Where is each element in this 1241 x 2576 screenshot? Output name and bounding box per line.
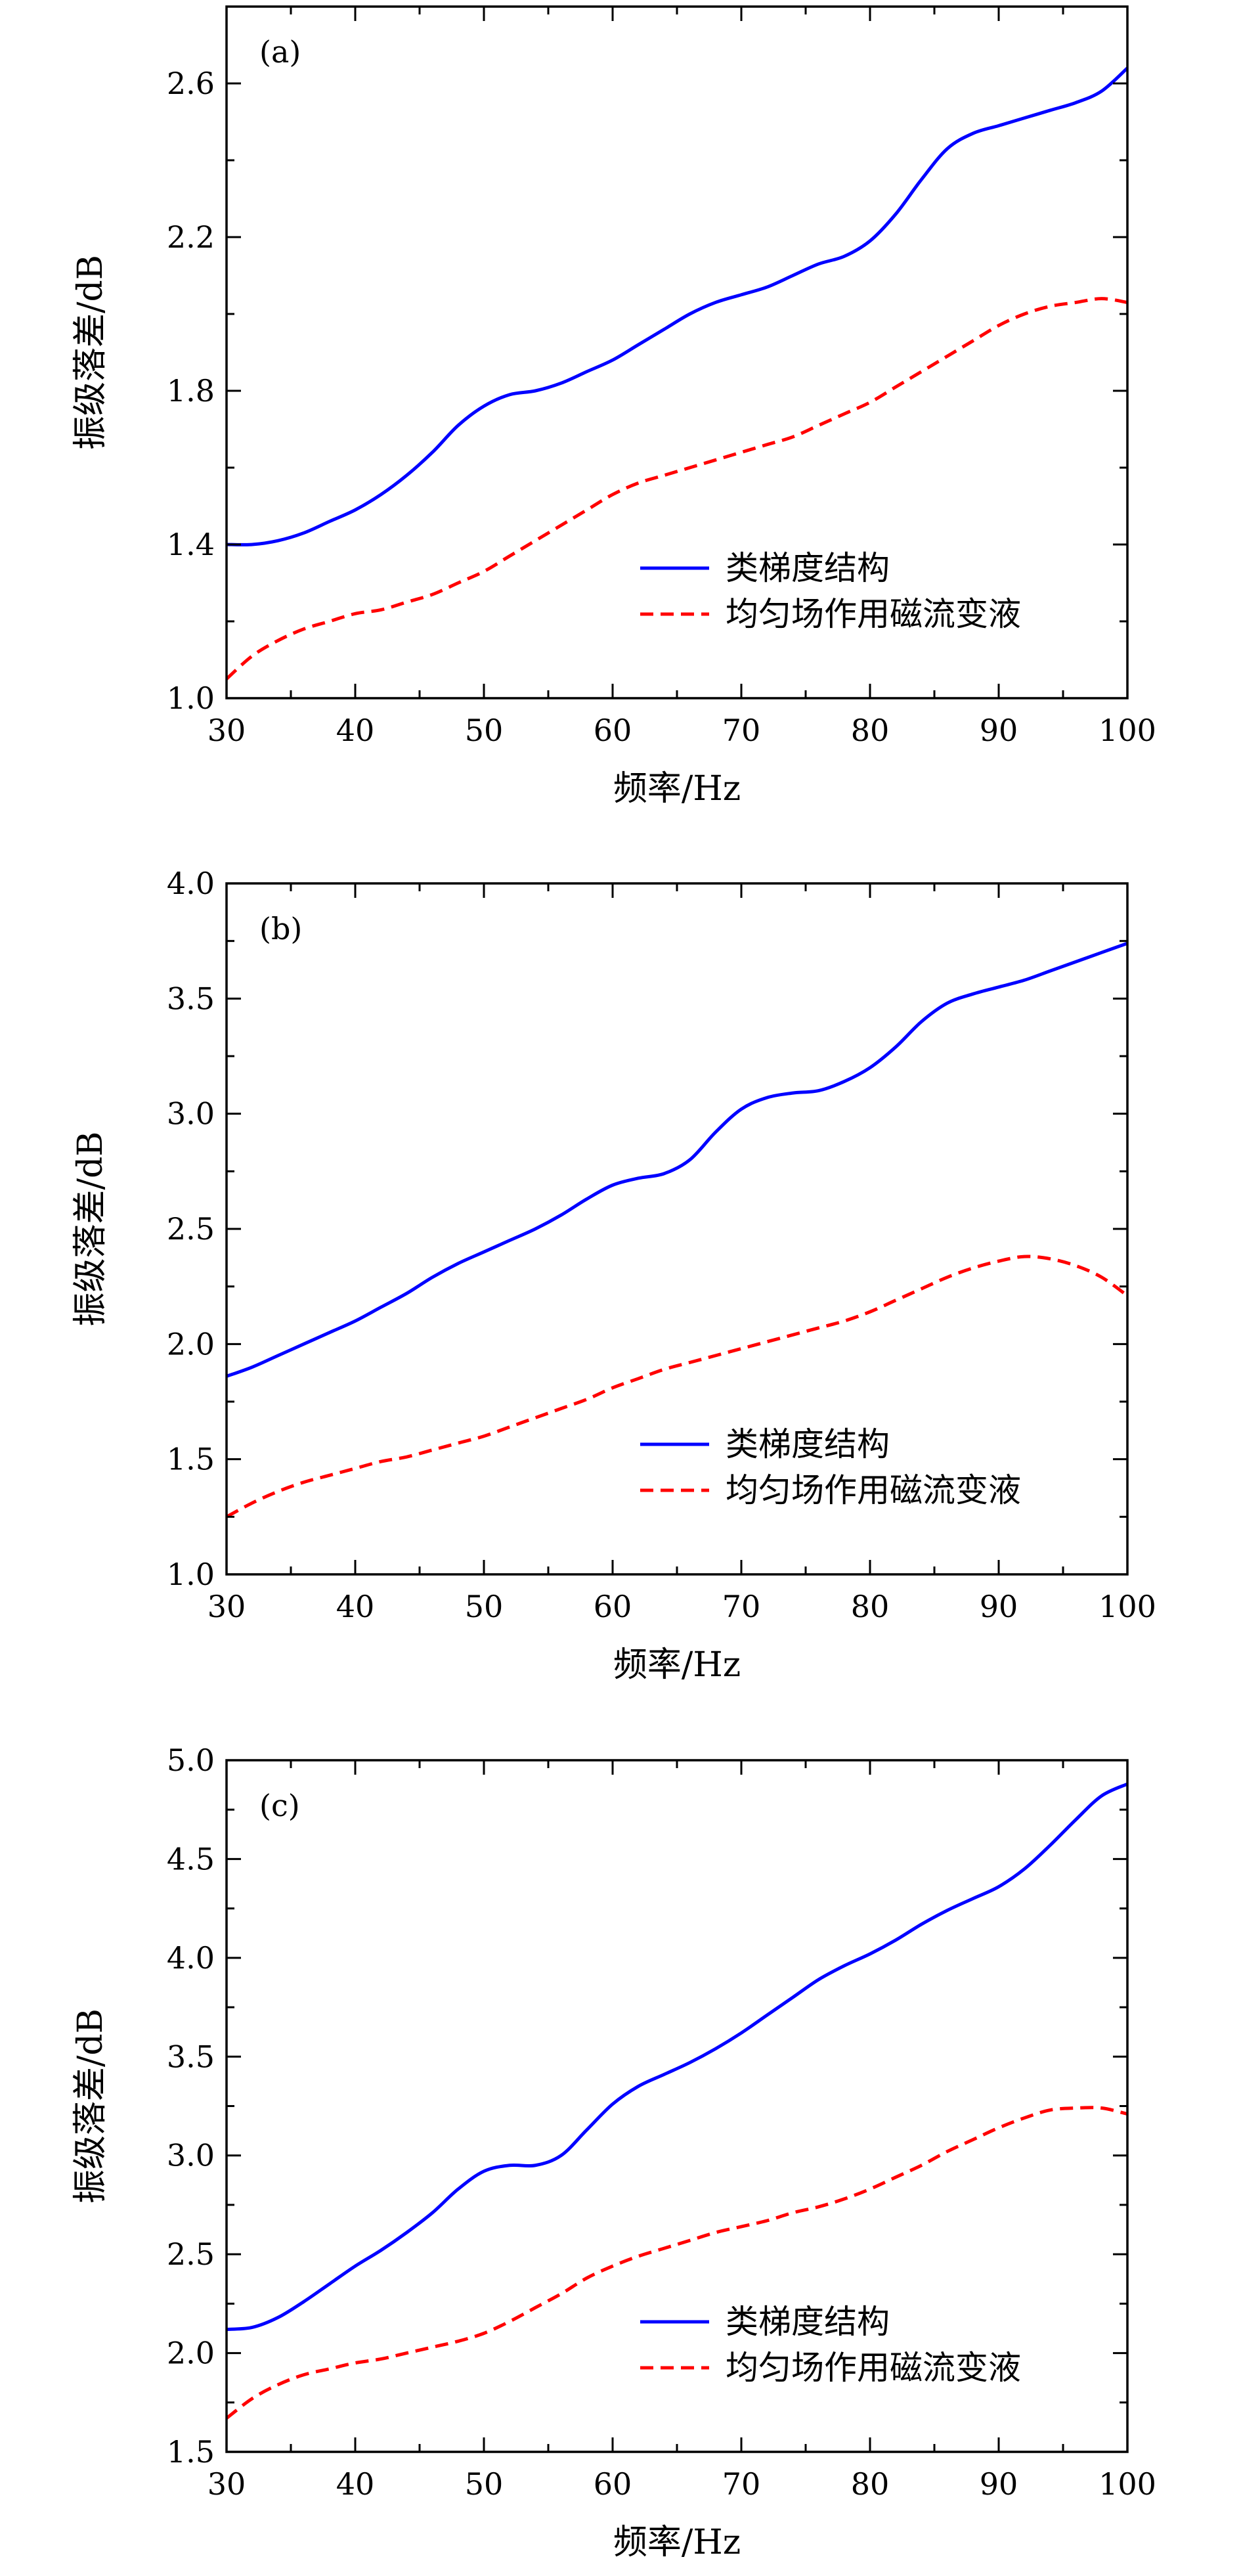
- x-tick-label: 90: [980, 713, 1018, 748]
- x-tick-label: 100: [1099, 713, 1156, 748]
- y-tick-label: 4.0: [167, 1940, 215, 1976]
- x-tick-label: 100: [1099, 2466, 1156, 2502]
- y-axis-label: 振级落差/dB: [71, 2009, 110, 2204]
- y-tick-label: 2.0: [167, 2336, 215, 2371]
- panel-a: 振级落差/dB 频率/Hz (a) 类梯度结构 均匀场作用磁流变液 30 40 50…: [71, 5, 1156, 809]
- y-tick-label: 2.5: [167, 2236, 215, 2272]
- x-tick-label: 60: [594, 713, 632, 748]
- legend-label-series-2: 均匀场作用磁流变液: [726, 2349, 1021, 2387]
- x-tick-label: 60: [594, 2466, 632, 2502]
- y-tick-label: 1.4: [167, 527, 215, 562]
- panel-c: 振级落差/dB 频率/Hz (c) 类梯度结构 均匀场作用磁流变液 30 40 50…: [71, 1743, 1156, 2562]
- legend-label-series-2: 均匀场作用磁流变液: [726, 1471, 1021, 1509]
- series-line-2: [227, 2106, 1127, 2420]
- y-tick-label: 2.6: [167, 66, 215, 101]
- y-tick-label: 2.0: [167, 1326, 215, 1362]
- x-tick-label: 50: [465, 1589, 504, 1624]
- series-line-1: [227, 1782, 1127, 2331]
- y-tick-label: 1.5: [167, 2434, 215, 2470]
- x-tick-label: 30: [207, 713, 246, 748]
- x-tick-label: 40: [336, 2466, 375, 2502]
- x-tick-label: 70: [722, 2466, 761, 2502]
- x-tick-label: 100: [1099, 1589, 1156, 1624]
- x-tick-label: 90: [980, 1589, 1018, 1624]
- x-tick-label: 40: [336, 713, 375, 748]
- y-tick-label: 2.2: [167, 219, 215, 255]
- y-axis-label: 振级落差/dB: [71, 1131, 110, 1326]
- y-tick-label: 3.5: [167, 2039, 215, 2074]
- series-line-1: [227, 66, 1127, 546]
- x-tick-label: 50: [465, 2466, 504, 2502]
- x-tick-label: 40: [336, 1589, 375, 1624]
- x-axis-label: 频率/Hz: [613, 2523, 741, 2562]
- legend-label-series-2: 均匀场作用磁流变液: [726, 595, 1021, 633]
- y-tick-label: 3.0: [167, 2138, 215, 2173]
- x-tick-label: 80: [851, 1589, 890, 1624]
- series-line-2: [227, 1255, 1127, 1519]
- y-tick-label: 1.0: [167, 680, 215, 716]
- y-tick-label: 4.0: [167, 866, 215, 901]
- panel-label: (a): [259, 34, 301, 70]
- legend-label-series-1: 类梯度结构: [726, 549, 890, 587]
- x-tick-label: 90: [980, 2466, 1018, 2502]
- series-line-2: [227, 297, 1127, 680]
- y-tick-label: 1.0: [167, 1557, 215, 1592]
- y-tick-label: 5.0: [167, 1743, 215, 1778]
- x-tick-label: 60: [594, 1589, 632, 1624]
- y-tick-label: 3.0: [167, 1096, 215, 1132]
- legend-label-series-1: 类梯度结构: [726, 2303, 890, 2341]
- panel-label: (c): [259, 1788, 300, 1823]
- y-tick-label: 1.5: [167, 1442, 215, 1477]
- y-tick-label: 2.5: [167, 1211, 215, 1247]
- x-axis-label: 频率/Hz: [613, 1645, 741, 1685]
- series-line-1: [227, 941, 1127, 1378]
- x-tick-label: 30: [207, 2466, 246, 2502]
- y-tick-label: 1.8: [167, 373, 215, 409]
- legend-label-series-1: 类梯度结构: [726, 1425, 890, 1463]
- y-axis-label: 振级落差/dB: [71, 255, 110, 450]
- x-axis-label: 频率/Hz: [613, 769, 741, 809]
- x-tick-label: 80: [851, 713, 890, 748]
- panel-b: 振级落差/dB 频率/Hz (b) 类梯度结构 均匀场作用磁流变液 30 40 50…: [71, 866, 1156, 1685]
- x-tick-label: 50: [465, 713, 504, 748]
- y-tick-label: 3.5: [167, 981, 215, 1016]
- panel-label: (b): [259, 911, 302, 946]
- x-tick-label: 30: [207, 1589, 246, 1624]
- x-tick-label: 80: [851, 2466, 890, 2502]
- y-tick-label: 4.5: [167, 1841, 215, 1876]
- x-tick-label: 70: [722, 713, 761, 748]
- x-tick-label: 70: [722, 1589, 761, 1624]
